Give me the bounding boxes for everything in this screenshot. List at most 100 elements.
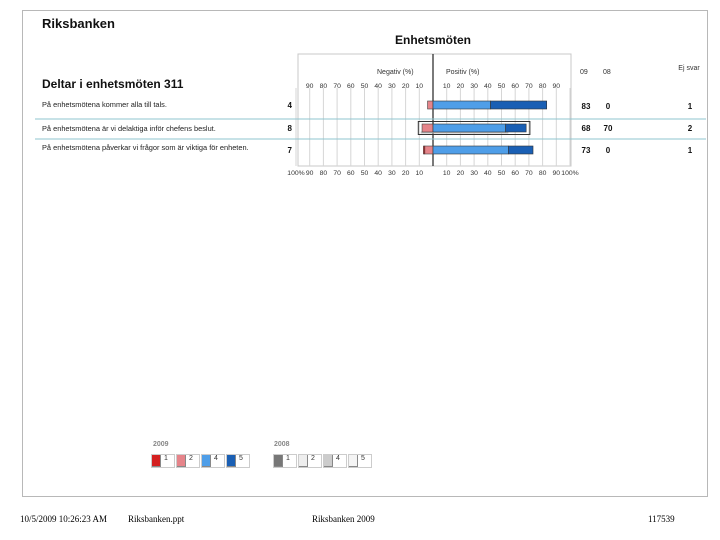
top-tick-label: 40 bbox=[374, 83, 382, 90]
bottom-tick-label: 80 bbox=[539, 170, 547, 177]
bottom-tick-label: 70 bbox=[525, 170, 533, 177]
bar-2008-outline bbox=[417, 121, 531, 135]
bottom-tick-label: 60 bbox=[347, 170, 355, 177]
n-value-3: 7 bbox=[287, 146, 292, 155]
legend-item-box bbox=[201, 454, 225, 468]
footer-center: Riksbanken 2009 bbox=[312, 514, 375, 524]
bottom-tick-label: 20 bbox=[402, 170, 410, 177]
statement-3: På enhetsmötena påverkar vi frågor som ä… bbox=[42, 143, 249, 152]
bottom-tick-label: 10 bbox=[416, 170, 424, 177]
bottom-tick-label: 70 bbox=[333, 170, 341, 177]
legend-label: 4 bbox=[214, 455, 218, 462]
bar-segment-2-2009 bbox=[424, 145, 434, 155]
legend-label: 2 bbox=[311, 455, 315, 462]
bottom-tick-label: 100% bbox=[287, 170, 304, 177]
statement-2: På enhetsmötena är vi delaktiga inför ch… bbox=[42, 124, 216, 133]
index-2008-row-1: 0 bbox=[605, 102, 611, 111]
top-tick-label: 30 bbox=[388, 83, 396, 90]
legend-year-2009: 2009 bbox=[153, 441, 169, 448]
legend-item-box bbox=[348, 454, 372, 468]
bottom-tick-label: 80 bbox=[320, 170, 328, 177]
ej-svar-row-3: 1 bbox=[687, 146, 693, 155]
legend-year-2008: 2008 bbox=[274, 441, 290, 448]
top-tick-label: 40 bbox=[484, 83, 492, 90]
company-name: Riksbanken bbox=[42, 16, 115, 31]
index-2009-row-3: 73 bbox=[581, 146, 591, 155]
legend-label: 1 bbox=[286, 455, 290, 462]
legend-item-box bbox=[323, 454, 347, 468]
legend-item-box bbox=[226, 454, 250, 468]
chart-tick-labels: 90 80 70 60 50 40 30 20 10 10 20 30 40 50 60 70 80 90100%… bbox=[287, 83, 578, 177]
top-tick-label: 90 bbox=[553, 83, 561, 90]
bar-segment-4-2009 bbox=[432, 123, 506, 133]
top-tick-label: 80 bbox=[320, 83, 328, 90]
top-tick-label: 20 bbox=[402, 83, 410, 90]
legend-label: 5 bbox=[361, 455, 365, 462]
bottom-tick-label: 30 bbox=[388, 170, 396, 177]
top-tick-label: 60 bbox=[511, 83, 519, 90]
bar-segment-1-2009 bbox=[423, 145, 426, 155]
top-tick-label: 50 bbox=[361, 83, 369, 90]
footer-filename: Riksbanken.ppt bbox=[128, 514, 185, 524]
top-tick-label: 70 bbox=[525, 83, 533, 90]
column-header-ej-svar: Ej svar bbox=[678, 65, 700, 72]
index-2009-row-2: 68 bbox=[581, 124, 591, 133]
bar-segment-4-2009 bbox=[432, 145, 509, 155]
top-tick-label: 10 bbox=[443, 83, 451, 90]
negative-header: Negativ (%) bbox=[377, 69, 414, 76]
ej-svar-row-1: 1 bbox=[687, 102, 693, 111]
bar-segment-4-2009 bbox=[432, 100, 491, 110]
bar-segment-2-2009 bbox=[421, 123, 434, 133]
bottom-tick-label: 20 bbox=[457, 170, 465, 177]
legend-label: 1 bbox=[164, 455, 168, 462]
bottom-tick-label: 10 bbox=[443, 170, 451, 177]
chart-title: Enhetsmöten bbox=[395, 33, 472, 47]
ej-svar-row-2: 2 bbox=[687, 124, 693, 133]
legend-item-box bbox=[298, 454, 322, 468]
bottom-tick-label: 90 bbox=[553, 170, 561, 177]
top-tick-label: 10 bbox=[416, 83, 424, 90]
group-title: Deltar i enhetsmöten 311 bbox=[42, 77, 184, 91]
bottom-tick-label: 40 bbox=[374, 170, 382, 177]
legend-item-box bbox=[176, 454, 200, 468]
bar-segment-5-2009 bbox=[490, 100, 548, 110]
bar-segment-5-2009 bbox=[508, 145, 534, 155]
top-tick-label: 30 bbox=[470, 83, 478, 90]
top-tick-label: 20 bbox=[457, 83, 465, 90]
top-tick-label: 60 bbox=[347, 83, 355, 90]
bottom-tick-label: 50 bbox=[498, 170, 506, 177]
bar-segment-2-2009 bbox=[427, 100, 434, 110]
legend-label: 4 bbox=[336, 455, 340, 462]
bottom-tick-label: 30 bbox=[470, 170, 478, 177]
legend-label: 5 bbox=[239, 455, 243, 462]
bottom-tick-label: 60 bbox=[511, 170, 519, 177]
column-header-2009: 09 bbox=[580, 69, 588, 76]
legend-label: 2 bbox=[189, 455, 193, 462]
bottom-tick-label: 40 bbox=[484, 170, 492, 177]
bar-2008-segment bbox=[420, 131, 509, 134]
index-2009-row-1: 83 bbox=[581, 102, 591, 111]
statement-1: På enhetsmötena kommer alla till tals. bbox=[42, 100, 167, 109]
legend-item-box bbox=[151, 454, 175, 468]
index-2008-row-3: 0 bbox=[605, 146, 611, 155]
top-tick-label: 70 bbox=[333, 83, 341, 90]
column-header-2008: 08 bbox=[603, 69, 611, 76]
top-tick-label: 80 bbox=[539, 83, 547, 90]
bottom-tick-label: 100% bbox=[561, 170, 578, 177]
legend-item-box bbox=[273, 454, 297, 468]
top-tick-label: 50 bbox=[498, 83, 506, 90]
index-2008-row-2: 70 bbox=[603, 124, 613, 133]
positive-header: Positiv (%) bbox=[446, 69, 480, 76]
n-value-2: 8 bbox=[287, 124, 292, 133]
bottom-tick-label: 90 bbox=[306, 170, 314, 177]
chart-rows bbox=[417, 100, 548, 155]
footer-datetime: 10/5/2009 10:26:23 AM bbox=[20, 514, 108, 524]
chart-grid bbox=[35, 53, 706, 167]
n-value-1: 4 bbox=[287, 101, 292, 110]
bar-segment-5-2009 bbox=[505, 123, 527, 133]
bottom-tick-label: 50 bbox=[361, 170, 369, 177]
footer-page-id: 117539 bbox=[648, 514, 675, 524]
top-tick-label: 90 bbox=[306, 83, 314, 90]
plot-area bbox=[297, 53, 572, 167]
